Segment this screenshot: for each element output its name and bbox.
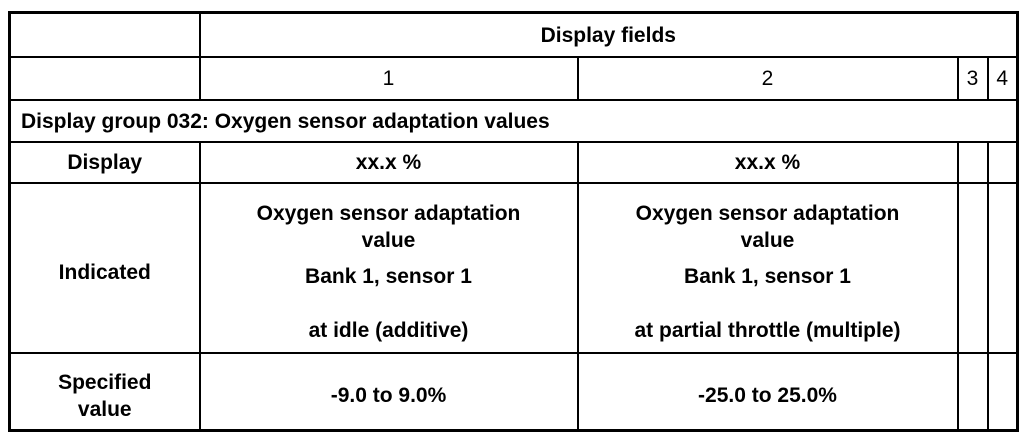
display-group-title: Display group 032: Oxygen sensor adaptat… (8, 99, 1019, 143)
indicated-field-3-empty (956, 182, 989, 354)
indicated-field-1-line-3: Bank 1, sensor 1 (305, 265, 472, 288)
specified-field-3-empty (956, 352, 989, 432)
table-header-row: Display fields (8, 11, 1019, 58)
field-numbers-row: 1 2 3 4 (8, 56, 1019, 101)
indicated-field-2-line-1: Oxygen sensor adaptation (635, 202, 900, 225)
indicated-row: Indicated Oxygen sensor adaptation value… (8, 182, 1019, 354)
display-field-2-value: xx.x % (576, 141, 959, 184)
specified-label-line-1: Specified (58, 370, 152, 394)
specified-row-label: Specified value (8, 352, 201, 432)
specified-field-2-value: -25.0 to 25.0% (576, 352, 959, 432)
display-row: Display xx.x % xx.x % (8, 141, 1019, 184)
field-number-3: 3 (956, 56, 989, 101)
indicated-field-2-line-3: Bank 1, sensor 1 (684, 265, 851, 288)
indicated-field-1: Oxygen sensor adaptation value Bank 1, s… (198, 182, 579, 354)
field-numbers-empty-cell (8, 56, 201, 101)
display-field-3-empty (956, 141, 989, 184)
indicated-field-1-line-4: at idle (additive) (308, 319, 469, 342)
display-field-1-value: xx.x % (198, 141, 579, 184)
field-number-2: 2 (576, 56, 959, 101)
specified-field-1-value: -9.0 to 9.0% (198, 352, 579, 432)
indicated-field-2-line-4: at partial throttle (multiple) (634, 319, 901, 342)
indicated-field-2-line-2: value (740, 229, 795, 252)
group-title-row: Display group 032: Oxygen sensor adaptat… (8, 99, 1019, 143)
specified-field-4-empty (986, 352, 1019, 432)
display-fields-header: Display fields (198, 11, 1019, 58)
display-group-table: Display fields 1 2 3 4 Display group 032… (8, 11, 1020, 432)
specified-label-line-2: value (77, 397, 132, 421)
indicated-field-1-line-2: value (361, 229, 416, 252)
indicated-field-2: Oxygen sensor adaptation value Bank 1, s… (576, 182, 959, 354)
indicated-field-4-empty (986, 182, 1019, 354)
field-number-1: 1 (198, 56, 579, 101)
indicated-field-1-line-1: Oxygen sensor adaptation (256, 202, 521, 225)
display-row-label: Display (8, 141, 201, 184)
field-number-4: 4 (986, 56, 1019, 101)
display-field-4-empty (986, 141, 1019, 184)
header-empty-cell (8, 11, 201, 58)
specified-row: Specified value -9.0 to 9.0% -25.0 to 25… (8, 352, 1019, 432)
indicated-row-label: Indicated (8, 182, 201, 354)
